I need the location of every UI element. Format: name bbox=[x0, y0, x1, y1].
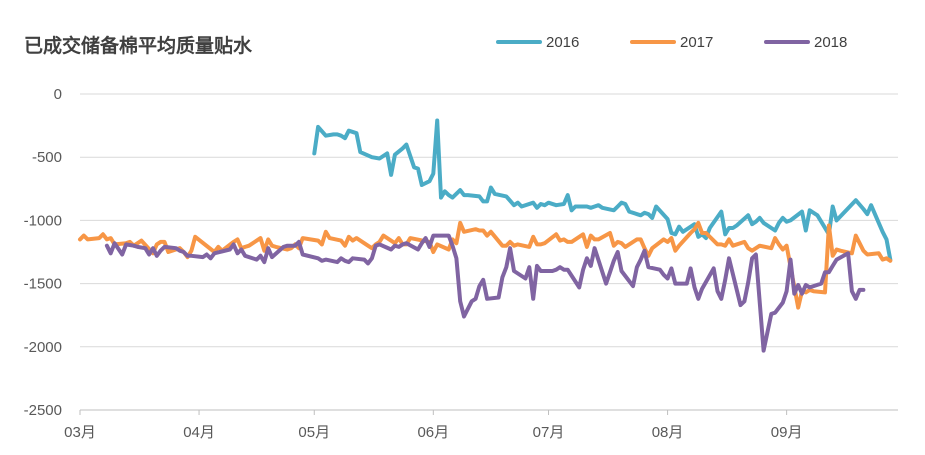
y-tick-label: -1000 bbox=[24, 212, 62, 229]
x-tick-label: 06月 bbox=[417, 424, 449, 441]
legend-label-2016: 2016 bbox=[546, 34, 579, 51]
x-tick-label: 05月 bbox=[298, 424, 330, 441]
x-tick-label: 07月 bbox=[533, 424, 565, 441]
y-tick-label: 0 bbox=[54, 86, 62, 103]
y-tick-label: -2500 bbox=[24, 402, 62, 419]
y-tick-label: -500 bbox=[32, 149, 62, 166]
series-line-2016 bbox=[312, 118, 893, 262]
legend-label-2017: 2017 bbox=[680, 34, 713, 51]
x-axis: 03月 04月 05月 06月 07月 08月 09月 bbox=[64, 409, 898, 441]
series-line-2017 bbox=[78, 220, 893, 310]
x-tick-label: 03月 bbox=[64, 424, 96, 441]
y-tick-label: -2000 bbox=[24, 339, 62, 356]
legend-item-2018: 2018 bbox=[764, 34, 847, 51]
x-tick-label: 09月 bbox=[771, 424, 803, 441]
legend-item-2016: 2016 bbox=[496, 34, 579, 51]
x-tick-label: 08月 bbox=[652, 424, 684, 441]
legend: 2016 2017 2018 bbox=[496, 34, 847, 51]
chart-title: 已成交储备棉平均质量贴水 bbox=[24, 34, 253, 57]
legend-item-2017: 2017 bbox=[630, 34, 713, 51]
legend-label-2018: 2018 bbox=[814, 34, 847, 51]
gridlines bbox=[80, 93, 898, 348]
series-line-2018 bbox=[104, 233, 866, 353]
y-axis: 0 -500 -1000 -1500 -2000 -2500 bbox=[24, 86, 62, 419]
plot-area bbox=[78, 118, 893, 353]
x-tick-label: 04月 bbox=[183, 424, 215, 441]
y-tick-label: -1500 bbox=[24, 276, 62, 293]
